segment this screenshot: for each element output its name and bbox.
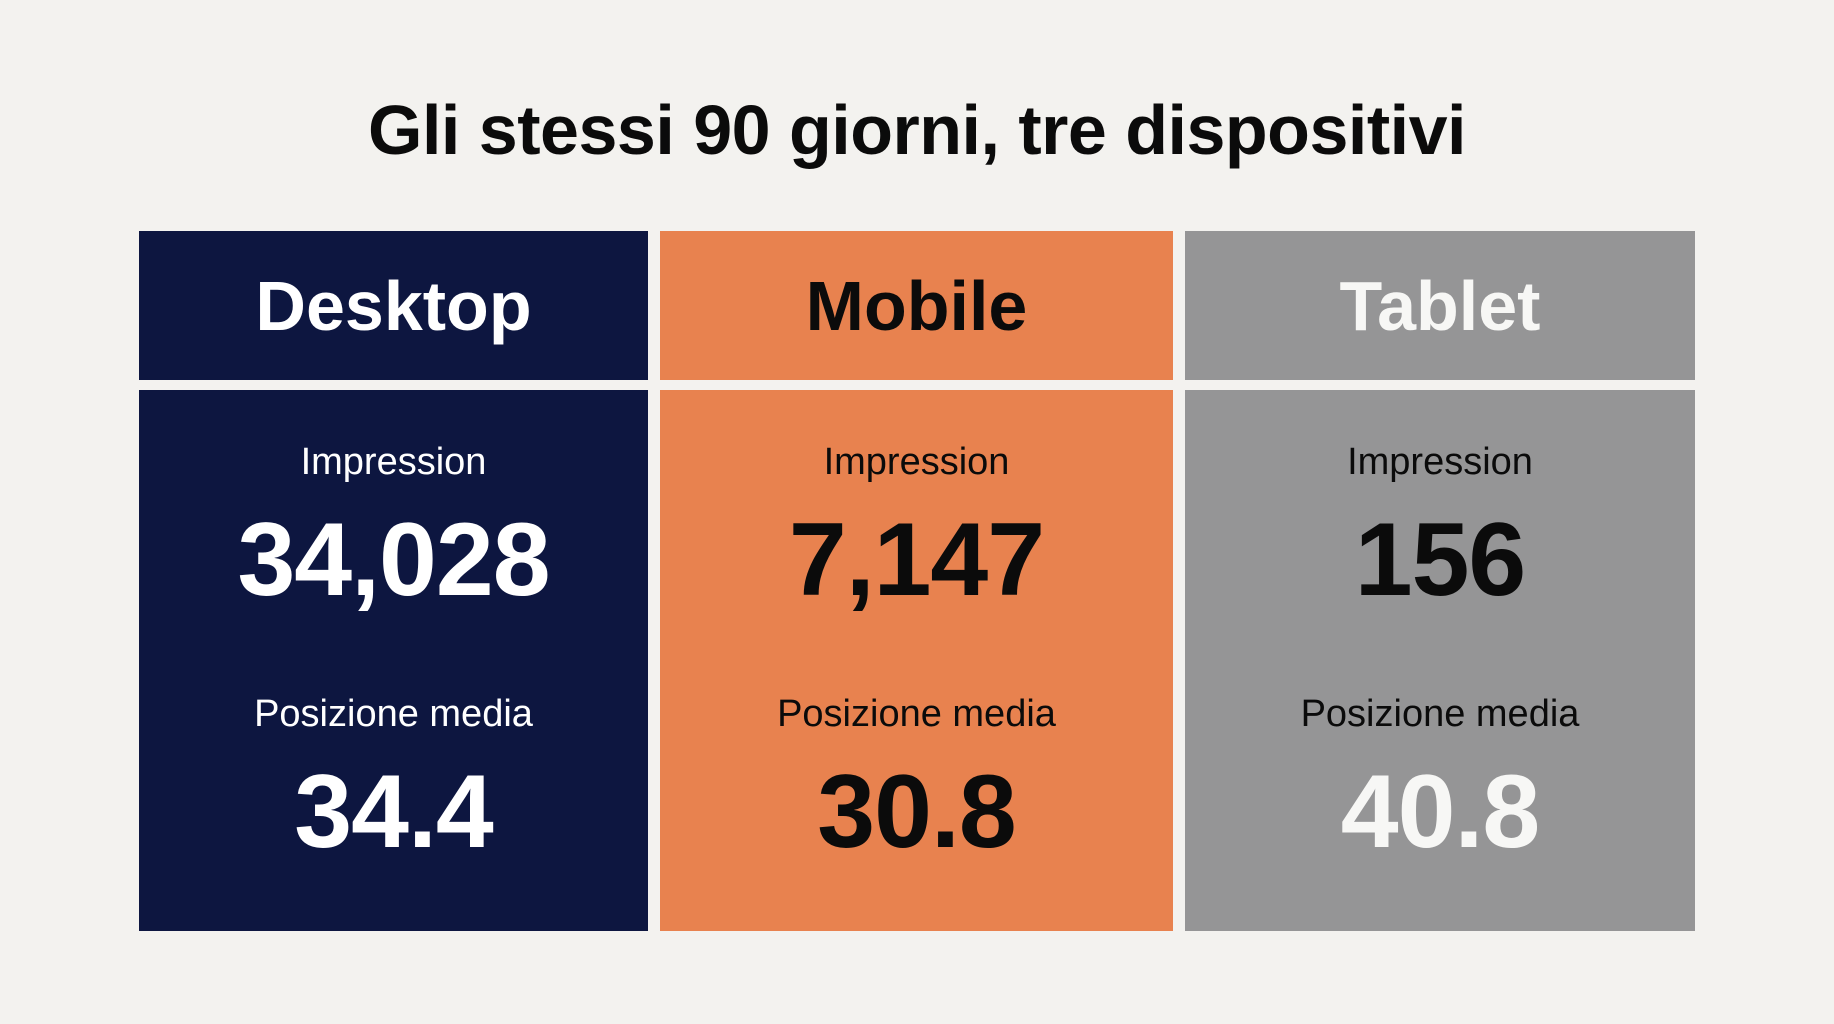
device-metrics-tablet: Impression 156 Posizione media 40.8 [1185, 390, 1695, 931]
position-label: Posizione media [254, 693, 533, 735]
impression-label: Impression [823, 441, 1010, 483]
impression-value: 34,028 [237, 502, 550, 618]
impression-value: 156 [1354, 502, 1527, 618]
position-value: 40.8 [1340, 754, 1540, 870]
impression-value: 7,147 [788, 502, 1045, 618]
page-title: Gli stessi 90 giorni, tre dispositivi [368, 91, 1466, 169]
device-comparison-table: Desktop Mobile Tablet Impression 34,028 … [139, 231, 1695, 931]
device-header-tablet: Tablet [1185, 231, 1695, 380]
device-metrics-desktop: Impression 34,028 Posizione media 34.4 [139, 390, 648, 931]
position-value: 30.8 [817, 754, 1016, 870]
position-label: Posizione media [777, 693, 1056, 735]
position-value: 34.4 [294, 754, 493, 870]
impression-label: Impression [1347, 441, 1533, 483]
position-label: Posizione media [1300, 693, 1580, 735]
device-metrics-mobile: Impression 7,147 Posizione media 30.8 [660, 390, 1173, 931]
impression-label: Impression [300, 441, 487, 483]
device-header-desktop: Desktop [139, 231, 648, 380]
device-header-mobile: Mobile [660, 231, 1173, 380]
